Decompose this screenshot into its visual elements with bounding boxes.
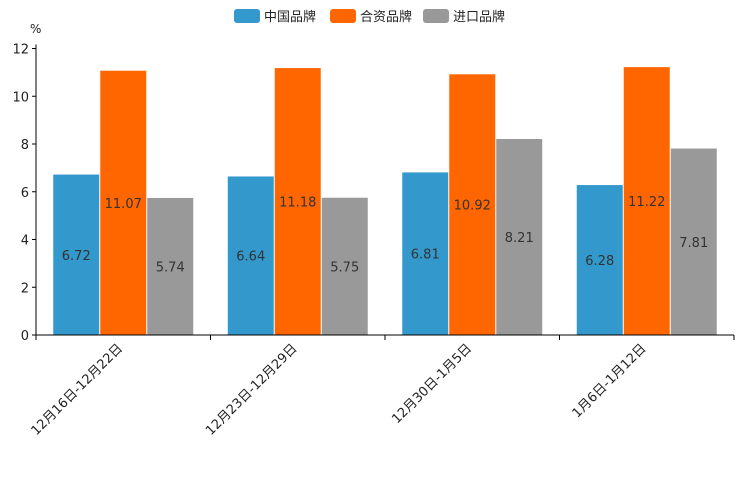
legend: 中国品牌 合资品牌 进口品牌 [234,9,505,25]
x-category-label: 12月23日-12月29日 [203,341,300,438]
legend-swatch [234,9,260,23]
data-label: 8.21 [505,231,534,246]
legend-item[interactable]: 中国品牌 [234,9,316,25]
bar[interactable] [496,138,543,335]
legend-swatch [423,9,449,23]
bar[interactable] [321,197,368,335]
legend-item[interactable]: 合资品牌 [330,9,412,25]
bar[interactable] [147,197,194,335]
legend-swatch [330,9,356,23]
y-tick-label: 12 [12,43,29,58]
bar[interactable] [402,172,449,335]
data-label: 10.92 [454,199,491,214]
data-label: 6.81 [411,248,440,263]
data-label: 5.75 [330,260,359,275]
x-axis: 12月16日-12月22日 12月23日-12月29日 12月30日-1月5日 1月6… [29,334,735,439]
x-category-label: 1月6日-1月12日 [570,341,650,421]
x-category-label: 12月16日-12月22日 [29,341,126,438]
data-label: 6.72 [62,249,91,264]
bar[interactable] [227,176,274,335]
bar[interactable] [53,174,100,335]
bar[interactable] [576,185,623,335]
data-label: 11.07 [105,197,142,212]
bar[interactable] [274,68,321,335]
x-category-label: 12月30日-1月5日 [389,341,475,427]
y-axis-unit-label: % [30,22,41,36]
data-label: 7.81 [679,236,708,251]
bar[interactable] [449,74,496,335]
legend-label: 进口品牌 [453,9,505,25]
bars-group: 6.72 11.07 5.74 6.64 11.18 5.75 6.81 10.92 8.21 6… [53,67,717,336]
legend-label: 中国品牌 [264,9,316,25]
legend-label: 合资品牌 [360,9,412,25]
bar[interactable] [670,148,717,335]
data-label: 6.64 [236,250,265,265]
y-tick-label: 10 [12,90,29,105]
data-label: 11.18 [279,196,316,211]
bar[interactable] [623,67,670,335]
y-tick-label: 8 [21,138,29,153]
data-label: 6.28 [585,254,614,269]
bar[interactable] [100,70,147,336]
data-label: 11.22 [628,195,665,210]
y-axis: 0 2 4 6 8 10 12 [12,43,37,344]
data-label: 5.74 [156,260,185,275]
y-tick-label: 6 [21,186,29,201]
y-tick-label: 4 [21,234,29,249]
y-tick-label: 0 [21,329,29,344]
y-tick-label: 2 [21,281,29,296]
legend-item[interactable]: 进口品牌 [423,9,505,25]
